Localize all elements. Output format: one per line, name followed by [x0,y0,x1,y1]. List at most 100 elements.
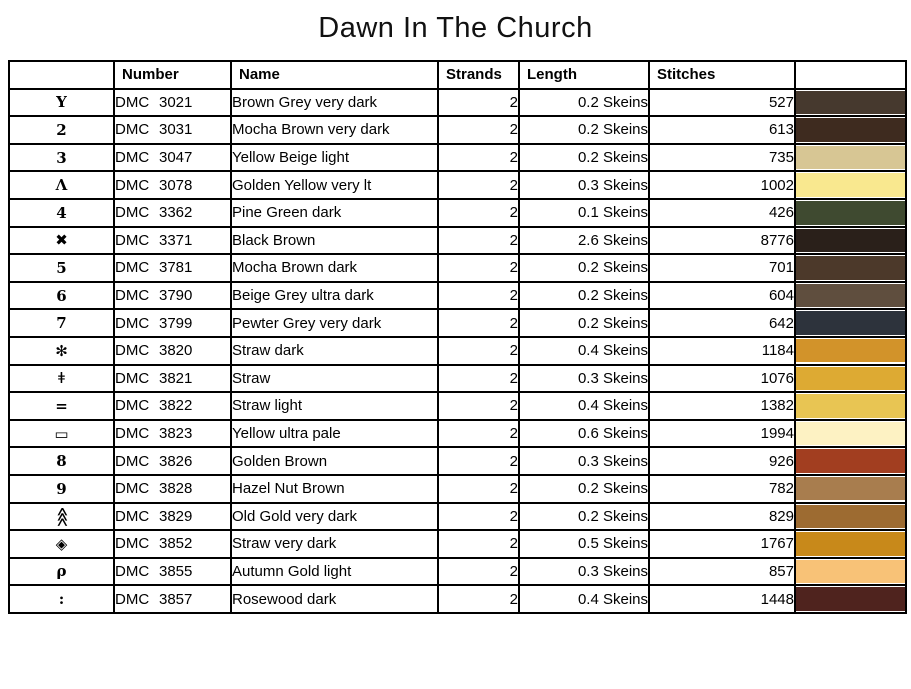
color-name-cell: Straw [230,363,439,394]
stitch-symbol: 4 [56,203,67,222]
brand-label: DMC [115,287,150,305]
header-name: Name [230,60,439,90]
floss-row: 6 DMC 3790 Beige Grey ultra dark 2 0.2 Skeins… [8,280,907,311]
brand-label: DMC [115,562,150,580]
color-swatch [797,118,904,142]
color-cell [794,418,907,449]
strands-cell: 2 [437,197,520,228]
length-cell: 0.6 Skeins [518,418,650,449]
strands-cell: 2 [437,170,520,200]
floss-code: 3826 [159,452,193,470]
symbol-cell: 7 [8,308,115,338]
number-cell: DMC 3799 [113,308,232,338]
floss-code: 3820 [159,342,193,360]
stitch-symbol: 5 [56,258,67,277]
symbol-cell: ✻ [8,335,115,366]
floss-code: 3790 [159,287,193,305]
number-cell: DMC 3790 [113,280,232,311]
floss-code: 3822 [159,397,193,415]
header-strands: Strands [437,60,520,90]
floss-code: 3371 [159,231,193,249]
number-cell: DMC 3781 [113,253,232,283]
stitch-symbol: = [55,396,68,415]
strands-cell: 2 [437,418,520,449]
stitches-cell: 1767 [648,529,796,559]
brand-label: DMC [115,397,150,415]
floss-code: 3021 [159,93,193,111]
stitches-cell: 1002 [648,170,796,200]
strands-cell: 2 [437,253,520,283]
symbol-cell: ◈ [8,529,115,559]
number-cell: DMC 3855 [113,556,232,587]
header-number: Number [113,60,232,90]
color-name-cell: Straw light [230,391,439,421]
floss-row: 5 DMC 3781 Mocha Brown dark 2 0.2 Skeins 701 [8,253,907,283]
length-cell: 0.4 Skeins [518,391,650,421]
color-cell [794,197,907,228]
floss-row: 3 DMC 3047 Yellow Beige light 2 0.2 Skeins 735 [8,142,907,173]
floss-row: ⋘ DMC 3829 Old Gold very dark 2 0.2 Skeins 829 [8,501,907,532]
color-name-cell: Mocha Brown very dark [230,115,439,145]
stitch-symbol: Y [56,93,67,112]
floss-code: 3855 [159,562,193,580]
number-cell: DMC 3852 [113,529,232,559]
strands-cell: 2 [437,115,520,145]
strands-cell: 2 [437,584,520,614]
color-name-cell: Brown Grey very dark [230,87,439,118]
color-swatch [797,394,904,418]
floss-row: ▭ DMC 3823 Yellow ultra pale 2 0.6 Skeins 1994 [8,418,907,449]
brand-label: DMC [115,176,150,194]
color-swatch [797,201,904,225]
symbol-cell: 3 [8,142,115,173]
number-cell: DMC 3826 [113,446,232,476]
floss-row: Y DMC 3021 Brown Grey very dark 2 0.2 Skeins 5… [8,87,907,118]
number-cell: DMC 3822 [113,391,232,421]
floss-row: 7 DMC 3799 Pewter Grey very dark 2 0.2 Skeins… [8,308,907,338]
number-cell: DMC 3828 [113,473,232,504]
length-cell: 0.2 Skeins [518,253,650,283]
color-cell [794,363,907,394]
stitch-symbol: Λ [55,176,68,195]
stitch-symbol: ✖ [55,231,68,250]
stitch-symbol: : [58,590,65,609]
color-swatch [797,476,904,501]
color-swatch [797,421,904,446]
number-cell: DMC 3821 [113,363,232,394]
floss-code: 3362 [159,204,193,222]
number-cell: DMC 3823 [113,418,232,449]
color-cell [794,308,907,338]
strands-cell: 2 [437,391,520,421]
page-title: Dawn In The Church [318,12,593,44]
strands-cell: 2 [437,473,520,504]
strands-cell: 2 [437,529,520,559]
length-cell: 2.6 Skeins [518,225,650,256]
floss-row: ✻ DMC 3820 Straw dark 2 0.4 Skeins 1184 [8,335,907,366]
number-cell: DMC 3857 [113,584,232,614]
stitches-cell: 527 [648,87,796,118]
floss-row: ǂ DMC 3821 Straw 2 0.3 Skeins 1076 [8,363,907,394]
brand-label: DMC [115,425,150,443]
length-cell: 0.2 Skeins [518,142,650,173]
floss-code: 3857 [159,590,193,608]
color-cell [794,142,907,173]
symbol-cell: 8 [8,446,115,476]
floss-row: 9 DMC 3828 Hazel Nut Brown 2 0.2 Skeins 782 [8,473,907,504]
color-name-cell: Pine Green dark [230,197,439,228]
number-cell: DMC 3031 [113,115,232,145]
color-swatch [797,256,904,280]
floss-row: ✖ DMC 3371 Black Brown 2 2.6 Skeins 8776 [8,225,907,256]
color-swatch [797,228,904,253]
stitch-symbol: ▭ [54,424,69,443]
floss-row: 8 DMC 3826 Golden Brown 2 0.3 Skeins 926 [8,446,907,476]
stitch-symbol: 3 [56,148,67,167]
strands-cell: 2 [437,225,520,256]
color-name-cell: Black Brown [230,225,439,256]
length-cell: 0.2 Skeins [518,308,650,338]
stitch-symbol: 8 [56,452,67,471]
floss-code: 3828 [159,480,193,498]
color-cell [794,115,907,145]
brand-label: DMC [115,480,150,498]
color-name-cell: Yellow Beige light [230,142,439,173]
symbol-cell: ⋘ [8,501,115,532]
